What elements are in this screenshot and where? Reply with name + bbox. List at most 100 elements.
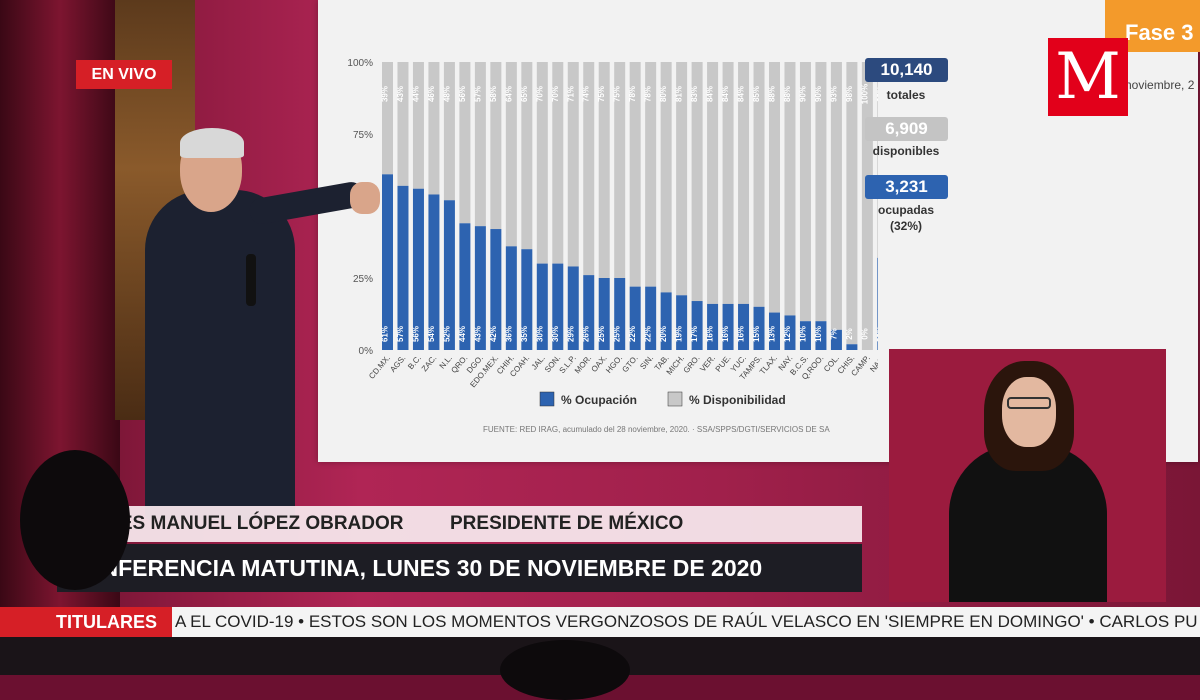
occupancy-data-label: 19% <box>675 326 684 342</box>
occupancy-bar <box>722 303 734 350</box>
occupancy-data-label: 16% <box>706 326 715 342</box>
occupancy-data-label: 25% <box>597 326 606 342</box>
occupancy-data-label: 22% <box>644 326 653 342</box>
occupancy-bar <box>505 246 517 350</box>
occupancy-bar <box>707 303 719 350</box>
occupancy-data-label: 22% <box>628 326 637 342</box>
occupancy-data-label: 36% <box>504 326 513 342</box>
availability-bar <box>443 62 455 201</box>
availability-bar <box>861 62 873 350</box>
availability-bar <box>490 62 502 230</box>
occupancy-bar <box>753 306 765 350</box>
occupancy-data-label: 43% <box>473 326 482 342</box>
category-label: SIN. <box>638 354 655 372</box>
availability-data-label: 84% <box>737 86 746 102</box>
occupancy-bar <box>815 321 827 350</box>
category-label: PUE. <box>714 354 733 374</box>
occupancy-bar <box>799 321 811 350</box>
total-beds-value: 10,140 <box>865 58 948 82</box>
legend-swatch-occupancy <box>539 391 555 407</box>
occupancy-data-label: 12% <box>783 326 792 342</box>
occupancy-data-label: 2% <box>845 328 854 340</box>
occupancy-bar <box>645 286 657 350</box>
availability-bar <box>598 62 610 278</box>
availability-data-label: 39% <box>381 86 390 102</box>
availability-bar <box>382 62 393 175</box>
occupancy-bar <box>846 344 858 350</box>
occupancy-bar <box>412 188 424 350</box>
y-tick-label: 0% <box>359 346 374 357</box>
occupancy-bar <box>397 185 409 350</box>
occupancy-bar <box>583 275 595 350</box>
phase-subtitle: noviembre, 2 <box>1125 78 1195 92</box>
category-label: NAC. <box>868 354 878 374</box>
occupancy-bar <box>877 257 878 350</box>
availability-bar <box>815 62 827 322</box>
availability-bar <box>707 62 719 304</box>
category-label: ZAC. <box>420 354 439 374</box>
occupancy-data-label: 13% <box>768 326 777 342</box>
availability-bar <box>583 62 595 276</box>
interpreter-glasses <box>1007 397 1051 409</box>
ticker-label: TITULARES <box>0 607 172 637</box>
availability-bar <box>536 62 548 264</box>
availability-data-label: 80% <box>659 86 668 102</box>
occupancy-data-label: 56% <box>411 326 420 342</box>
availability-bar <box>753 62 765 307</box>
occupancy-bar <box>521 249 533 350</box>
availability-bar <box>412 62 424 189</box>
availability-bar <box>521 62 533 250</box>
availability-data-label: 85% <box>752 86 761 102</box>
news-ticker: A EL COVID-19 • ESTOS SON LOS MOMENTOS V… <box>0 607 1200 637</box>
availability-data-label: 81% <box>675 86 684 102</box>
occupancy-data-label: 10% <box>814 326 823 342</box>
occupancy-bar <box>567 266 579 350</box>
availability-bar <box>645 62 657 287</box>
audience-head <box>20 450 130 590</box>
sign-language-interpreter <box>889 349 1166 602</box>
occupancy-data-label: 29% <box>566 326 575 342</box>
occupancy-bar <box>552 263 564 350</box>
occupied-beds-pct: (32%) <box>889 219 922 233</box>
availability-data-label: 71% <box>566 86 575 102</box>
presenter-hand <box>350 182 380 214</box>
availability-bar <box>738 62 750 304</box>
availability-data-label: 56% <box>458 86 467 102</box>
occupancy-data-label: 10% <box>798 326 807 342</box>
availability-bar <box>769 62 780 313</box>
availability-data-label: 88% <box>768 86 777 102</box>
availability-bar <box>629 62 641 287</box>
availability-data-label: 100% <box>860 84 869 104</box>
milenio-logo: M <box>1048 38 1128 116</box>
occupancy-data-label: 30% <box>551 326 560 342</box>
presenter <box>145 190 295 520</box>
availability-bar <box>846 62 858 345</box>
category-label: AGS. <box>388 354 407 374</box>
availability-bar <box>614 62 626 278</box>
legend-label-availability: % Disponibilidad <box>689 393 786 407</box>
occupancy-bar <box>614 278 626 350</box>
availability-data-label: 65% <box>520 86 529 102</box>
availability-data-label: 70% <box>535 86 544 102</box>
speaker-role: PRESIDENTE DE MÉXICO <box>450 513 684 534</box>
available-beds-label: disponibles <box>872 144 940 158</box>
category-label: MOR. <box>573 354 593 376</box>
availability-data-label: 64% <box>504 86 513 102</box>
availability-data-label: 83% <box>690 86 699 102</box>
occupancy-data-label: 44% <box>458 326 467 342</box>
availability-data-label: 68% <box>876 86 878 102</box>
category-label: VER. <box>698 354 717 374</box>
occupancy-data-label: 20% <box>659 326 668 342</box>
availability-bar <box>552 62 564 264</box>
legend-swatch-availability <box>667 391 683 407</box>
availability-bar <box>722 62 734 304</box>
availability-bar <box>784 62 796 316</box>
occupancy-data-label: 61% <box>381 326 390 342</box>
availability-bar <box>428 62 440 195</box>
availability-bar <box>877 62 878 258</box>
occupancy-data-label: 16% <box>737 326 746 342</box>
event-title: CONFERENCIA MATUTINA, LUNES 30 DE NOVIEM… <box>57 544 862 592</box>
availability-data-label: 93% <box>829 86 838 102</box>
category-label: TLAX. <box>758 354 779 377</box>
occupancy-bar <box>443 200 455 350</box>
